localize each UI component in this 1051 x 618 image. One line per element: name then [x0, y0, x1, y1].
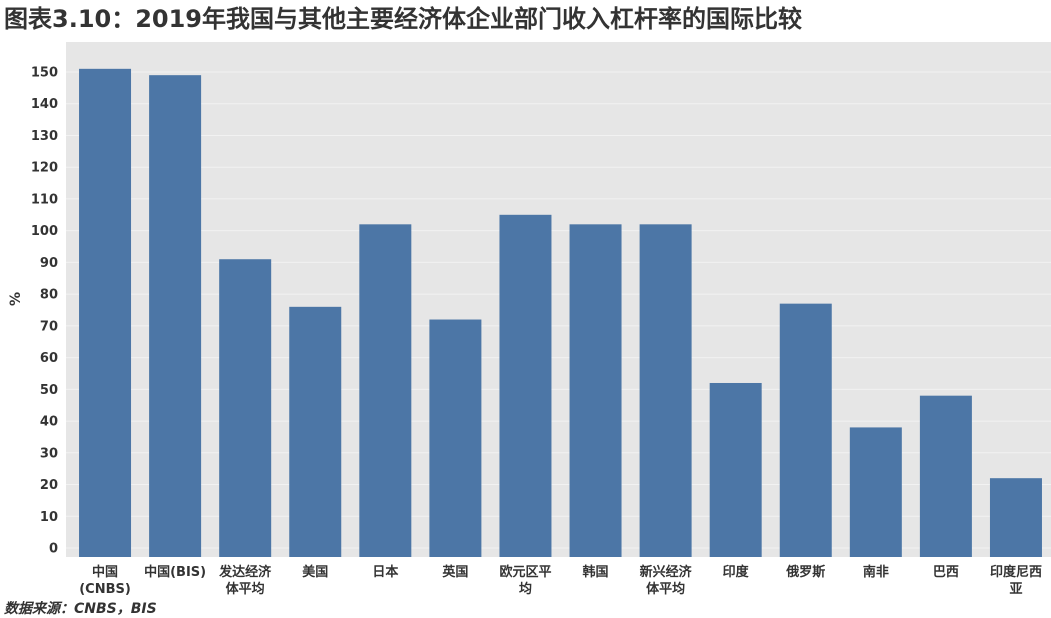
y-axis: 0 10 20 30 40 50 60 70 80 90 100 110 120 130 140 150 — [31, 66, 58, 557]
plot-background — [66, 42, 1051, 557]
x-tick-label: 印度 — [723, 564, 750, 580]
source-note: 数据来源：CNBS，BIS — [4, 601, 157, 617]
x-tick-label: 体平均 — [646, 581, 685, 597]
bar — [149, 75, 202, 557]
x-tick-label: 印度尼西 — [990, 564, 1042, 580]
bar — [79, 68, 132, 558]
y-tick-label: 120 — [31, 161, 58, 176]
y-tick-label: 50 — [40, 383, 58, 398]
bars — [79, 68, 1042, 558]
y-tick-label: 130 — [31, 129, 58, 144]
y-tick-label: 40 — [40, 415, 58, 430]
bar — [989, 478, 1042, 557]
x-tick-label: (CNBS) — [79, 582, 131, 597]
x-tick-label: 英国 — [441, 564, 468, 580]
bar — [289, 306, 342, 557]
y-tick-label: 20 — [40, 478, 58, 493]
x-tick-label: 欧元区平 — [499, 564, 551, 580]
y-tick-label: 110 — [31, 192, 58, 207]
chart-title: 图表3.10：2019年我国与其他主要经济体企业部门收入杠杆率的国际比较 — [4, 5, 803, 33]
x-tick-label: 韩国 — [583, 564, 609, 580]
y-tick-label: 90 — [40, 256, 58, 271]
y-tick-label: 100 — [31, 224, 58, 239]
bar — [919, 395, 972, 557]
bar — [709, 382, 762, 557]
bar — [499, 214, 552, 558]
y-tick-label: 60 — [40, 351, 58, 366]
x-tick-label: 体平均 — [226, 581, 265, 597]
y-tick-label: 150 — [31, 66, 58, 81]
y-tick-label: 140 — [31, 97, 58, 112]
bar — [639, 224, 692, 557]
y-tick-label: 30 — [40, 446, 58, 461]
x-tick-label: 巴西 — [933, 565, 959, 580]
x-tick-label: 发达经济 — [218, 564, 272, 580]
x-tick-label: 中国 — [92, 564, 118, 580]
bar — [359, 224, 412, 557]
bar — [849, 427, 902, 557]
x-tick-label: 亚 — [1009, 582, 1022, 597]
bar — [429, 319, 482, 557]
x-tick-label: 日本 — [372, 564, 398, 580]
x-tick-label: 俄罗斯 — [785, 564, 825, 580]
x-tick-label: 新兴经济 — [640, 564, 693, 580]
y-tick-label: 0 — [49, 542, 58, 557]
y-tick-label: 80 — [40, 288, 58, 303]
bar — [569, 224, 622, 557]
x-tick-label: 南非 — [863, 564, 889, 580]
y-tick-label: 10 — [40, 510, 58, 525]
x-tick-label: 美国 — [302, 564, 328, 580]
bar — [219, 259, 272, 557]
y-tick-label: 70 — [40, 319, 58, 334]
x-tick-label: 均 — [519, 581, 532, 597]
x-tick-label: 中国(BIS) — [144, 564, 206, 580]
bar — [779, 303, 832, 557]
y-axis-label: % — [8, 292, 24, 306]
